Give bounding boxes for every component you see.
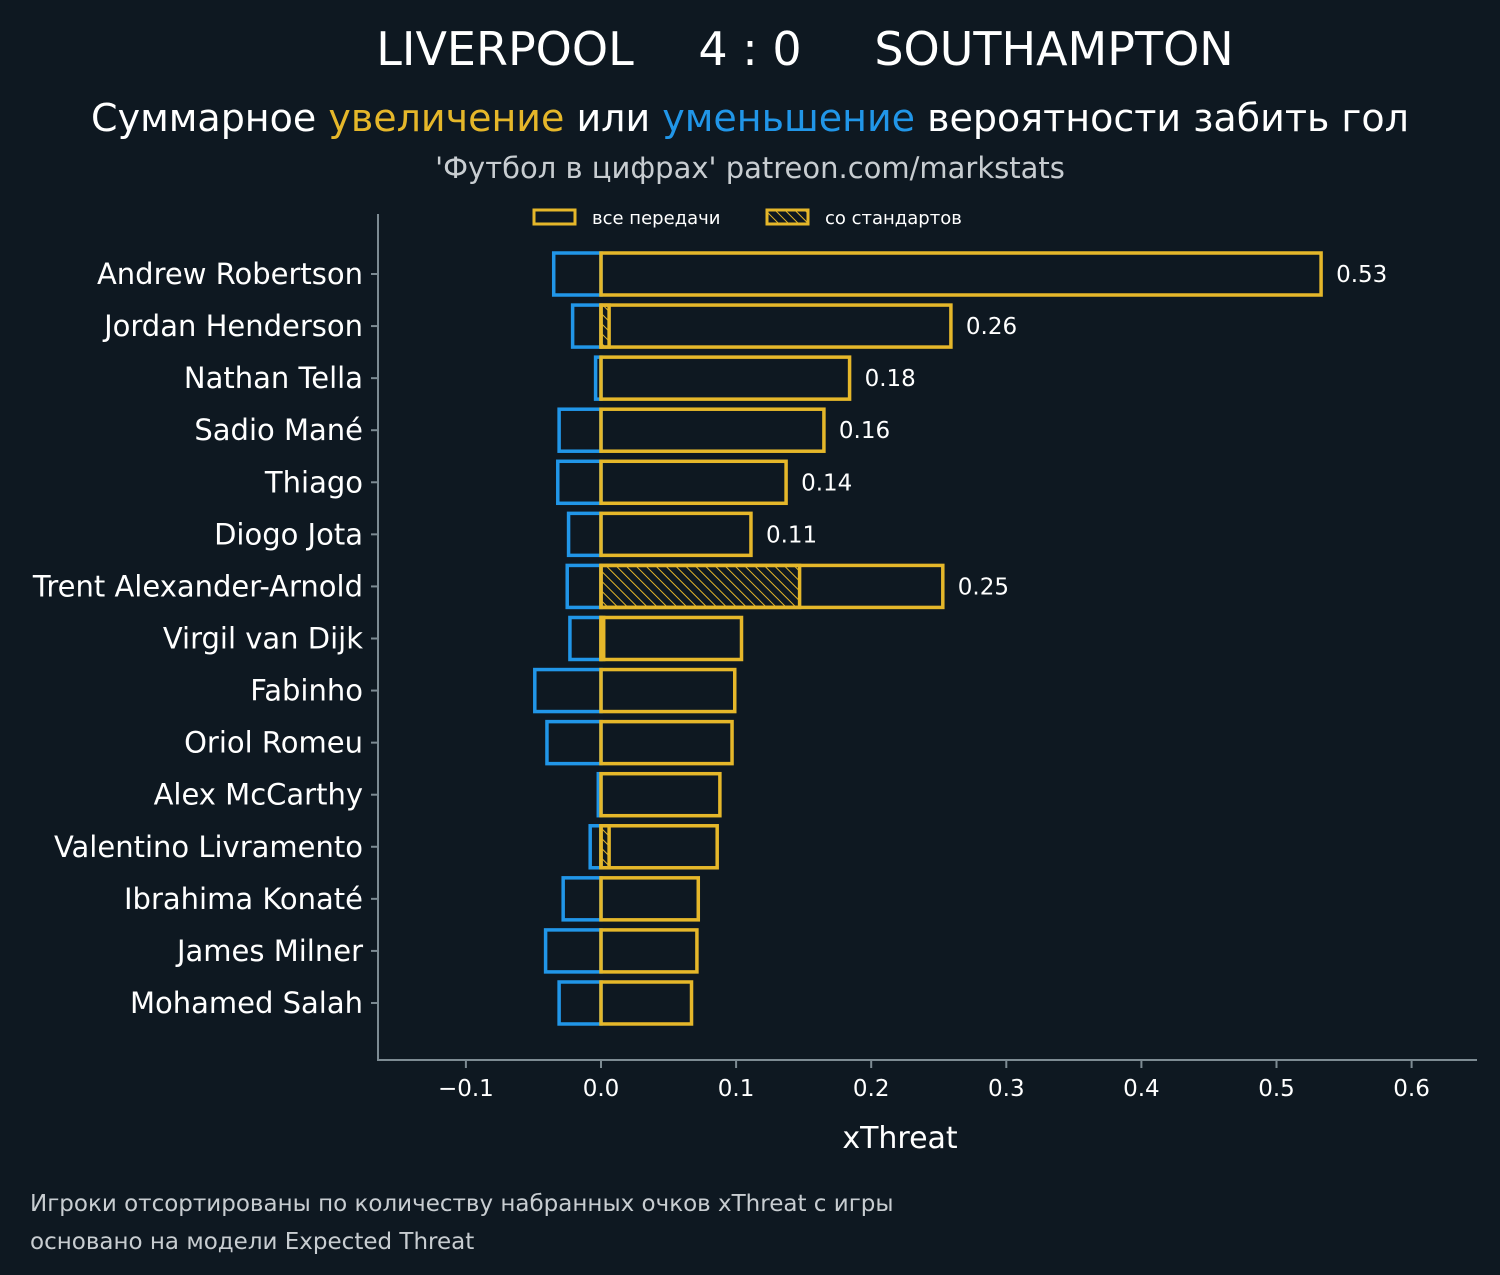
x-tick-label: −0.1 [438,1076,494,1102]
data-label: 0.26 [966,314,1017,340]
y-tick-label: Sadio Mané [194,413,363,447]
x-tick-label: 0.3 [988,1076,1025,1102]
y-tick-label: Jordan Henderson [102,309,363,343]
data-label: 0.16 [839,418,890,444]
bars-layer: 0.53 0.26 0.18 0.16 0.14 0.11 0.25 [533,251,1387,1026]
title-score: 4 : 0 [698,22,801,76]
bar-decrease [543,928,603,974]
y-tick-label: Alex McCarthy [154,778,363,812]
bar-decrease [556,459,603,506]
bar-increase [599,771,722,818]
bar-increase [599,667,737,714]
footer-note-line2: основано на модели Expected Threat [30,1229,474,1255]
bar-decrease [557,980,603,1026]
title-home-team: LIVERPOOL [376,22,634,76]
y-tick-label: Fabinho [250,674,363,708]
x-axis-label: xThreat [842,1121,958,1156]
data-label: 0.11 [766,522,817,548]
x-tick-label: 0.5 [1258,1076,1295,1102]
y-tick-label: Virgil van Dijk [163,621,363,655]
x-tick-label: 0.1 [718,1076,755,1102]
y-tick-label: Thiago [264,465,363,499]
y-tick-label: Valentino Livramento [54,830,363,864]
subtitle-decrease: уменьшение [662,96,915,140]
y-tick-label: Diogo Jota [214,517,363,551]
subtitle: Суммарное увеличение или уменьшение веро… [91,96,1409,140]
legend-label-set-pieces: со стандартов [825,208,962,229]
legend: все передачи со стандартов [532,208,962,229]
bar-increase [599,876,701,922]
bar-increase [599,511,753,558]
bar-decrease [561,876,603,922]
bar-decrease [565,563,603,610]
y-tick-label: Mohamed Salah [130,986,363,1020]
bar-increase [599,563,945,610]
x-ticks: −0.1 0.0 0.1 0.2 0.3 0.4 0.5 0.6 [438,1060,1430,1102]
x-tick-label: 0.0 [583,1076,620,1102]
bar-increase [599,459,788,506]
y-tick-label: Ibrahima Konaté [124,882,363,916]
bar-set-pieces [599,563,802,610]
legend-swatch-all [532,208,577,226]
credit: 'Футбол в цифрах' patreon.com/markstats [435,151,1065,185]
y-tick-label: Nathan Tella [184,361,363,395]
x-tick-label: 0.6 [1393,1076,1430,1102]
data-label: 0.25 [958,574,1009,600]
bar-decrease [557,407,603,453]
data-label: 0.53 [1336,262,1387,288]
bar-increase [599,980,694,1026]
subtitle-mid: или [564,96,662,140]
title-away-team: SOUTHAMPTON [874,22,1233,76]
bar-increase [599,719,734,766]
legend-label-all: все передачи [592,208,720,229]
x-tick-label: 0.4 [1123,1076,1160,1102]
bar-increase [599,615,744,662]
subtitle-increase: увеличение [328,96,564,140]
subtitle-pre: Суммарное [91,96,328,140]
x-tick-label: 0.2 [853,1076,890,1102]
bar-increase [599,303,953,349]
bar-increase [599,407,826,453]
bar-decrease [533,667,603,714]
bar-increase [599,824,719,870]
y-tick-label: James Milner [175,934,363,968]
data-label: 0.14 [801,470,852,496]
bar-decrease [566,511,603,558]
legend-swatch-set-pieces [765,208,810,226]
footer-note-line1: Игроки отсортированы по количеству набра… [30,1191,894,1217]
y-tick-label: Oriol Romeu [184,726,363,760]
bar-decrease [551,251,603,297]
y-tick-labels: Andrew Robertson Jordan Henderson Nathan T… [32,257,378,1020]
bar-decrease [545,719,603,766]
data-label: 0.18 [865,366,916,392]
bar-decrease [568,615,603,662]
y-tick-label: Andrew Robertson [97,257,363,291]
bar-increase [599,928,699,974]
bar-decrease [570,303,603,349]
bar-increase [599,355,852,401]
bar-increase [599,251,1323,297]
subtitle-post: вероятности забить гол [915,96,1409,140]
y-tick-label: Trent Alexander-Arnold [32,569,363,603]
